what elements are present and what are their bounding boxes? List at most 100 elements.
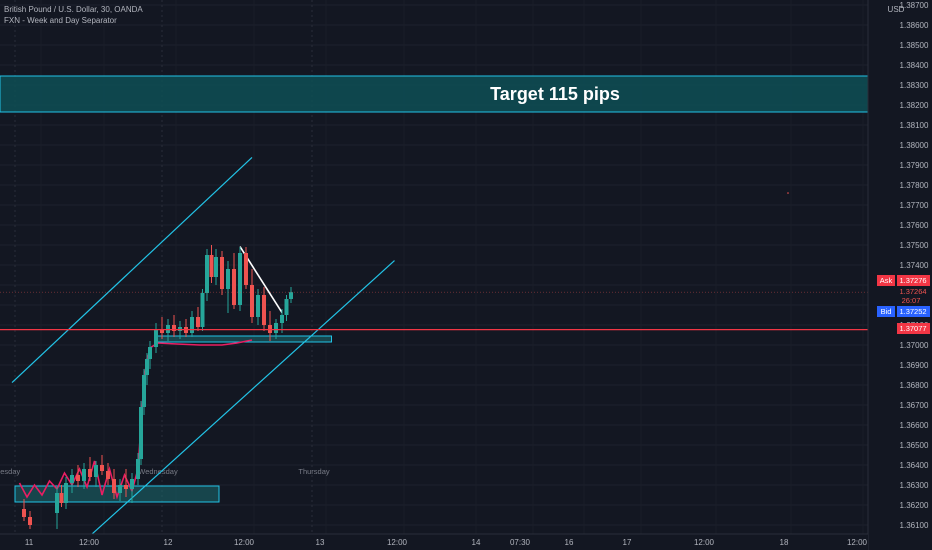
price-tick-label: 1.37700 <box>900 201 929 210</box>
candle-body <box>154 329 158 347</box>
candle-body <box>148 347 152 359</box>
candle-body <box>160 329 164 333</box>
price-tick-label: 1.36200 <box>900 501 929 510</box>
candle-body <box>100 465 104 471</box>
time-tick-label: 13 <box>316 538 325 547</box>
price-tick-label: 1.38500 <box>900 41 929 50</box>
last-price-value: 1.37264 <box>899 287 926 296</box>
price-tick-label: 1.37800 <box>900 181 929 190</box>
ask-price-box: Ask 1.37276 <box>877 275 930 286</box>
candle-body <box>136 459 140 479</box>
time-tick-label: 12:00 <box>387 538 408 547</box>
candle-body <box>82 469 86 481</box>
price-tick-label: 1.38400 <box>900 61 929 70</box>
candle-body <box>139 407 143 459</box>
channel-lower-line[interactable] <box>86 260 395 540</box>
candles <box>22 245 293 529</box>
price-tick-label: 1.37900 <box>900 161 929 170</box>
candle-body <box>214 257 218 277</box>
candle-body <box>209 255 214 277</box>
candle-body <box>145 359 149 375</box>
bar-countdown: 26:07 <box>902 296 921 305</box>
day-separator-label: Wednesday <box>138 467 178 476</box>
time-tick-label: 18 <box>780 538 789 547</box>
chart-legend[interactable]: British Pound / U.S. Dollar, 30, OANDA F… <box>4 4 143 26</box>
candle-body <box>274 323 278 333</box>
candle-body <box>205 255 209 293</box>
target-zone[interactable]: Target 115 pips <box>0 75 869 113</box>
time-tick-label: 14 <box>472 538 481 547</box>
candle-body <box>220 257 224 289</box>
target-rectangle[interactable] <box>0 75 869 113</box>
price-tick-label: 1.38200 <box>900 101 929 110</box>
time-tick-label: 07:30 <box>510 538 531 547</box>
candle-body <box>200 293 205 327</box>
indicator-title[interactable]: FXN - Week and Day Separator <box>4 16 117 25</box>
candle-body <box>70 475 74 483</box>
candle-body <box>256 295 260 317</box>
price-tick-label: 1.37500 <box>900 241 929 250</box>
price-tick-label: 1.38300 <box>900 81 929 90</box>
time-tick-label: 12:00 <box>234 538 255 547</box>
target-label: Target 115 pips <box>490 84 620 104</box>
candle-body <box>28 517 32 525</box>
candle-body <box>124 485 128 489</box>
candle-body <box>88 469 92 477</box>
price-tick-label: 1.36800 <box>900 381 929 390</box>
price-tick-label: 1.37400 <box>900 261 929 270</box>
price-tick-label: 1.36100 <box>900 521 929 530</box>
price-tick-label: 1.36700 <box>900 401 929 410</box>
candle-body <box>94 465 98 477</box>
candle-body <box>64 483 68 503</box>
candle-body <box>238 253 242 305</box>
price-tick-label: 1.38100 <box>900 121 929 130</box>
candle-body <box>232 269 236 305</box>
moving-average-line <box>18 339 253 500</box>
currency-label: USD <box>888 5 905 14</box>
candle-body <box>250 285 254 317</box>
bid-price-box: Bid 1.37252 <box>877 306 930 317</box>
time-tick-label: 12 <box>164 538 173 547</box>
day-separators: Tuesday Wednesday Thursday <box>0 0 330 534</box>
bid-value: 1.37252 <box>899 307 926 316</box>
candle-body <box>22 509 26 517</box>
candle-body <box>244 253 248 285</box>
candle-body <box>130 479 134 489</box>
day-separator-label: Tuesday <box>0 467 20 476</box>
price-tick-label: 1.37000 <box>900 341 929 350</box>
price-tick-label: 1.38700 <box>900 1 929 10</box>
candle-body <box>112 479 116 493</box>
candle-body <box>289 292 293 299</box>
ask-value: 1.37276 <box>899 276 926 285</box>
moving-average <box>18 339 253 500</box>
time-tick-label: 16 <box>565 538 574 547</box>
candle-body <box>142 375 146 407</box>
candle-body <box>59 493 64 503</box>
candle-body <box>106 471 110 479</box>
ask-tag: Ask <box>880 276 893 285</box>
time-tick-label: 12:00 <box>847 538 868 547</box>
price-tick-label: 1.37600 <box>900 221 929 230</box>
price-tick-label: 1.36300 <box>900 481 929 490</box>
price-tick-label: 1.36600 <box>900 421 929 430</box>
candle-body <box>76 475 80 481</box>
level-value: 1.37077 <box>899 324 926 333</box>
channel-upper-line[interactable] <box>11 156 253 384</box>
symbol-title[interactable]: British Pound / U.S. Dollar, 30, OANDA <box>4 5 143 14</box>
bid-tag: Bid <box>881 307 892 316</box>
price-tick-label: 1.38600 <box>900 21 929 30</box>
price-tick-label: 1.36400 <box>900 461 929 470</box>
candle-body <box>190 317 194 333</box>
time-tick-label: 11 <box>25 538 34 547</box>
drawn-lines[interactable] <box>11 156 789 540</box>
time-tick-label: 17 <box>623 538 632 547</box>
candle-body <box>118 485 122 493</box>
candle-body <box>55 493 59 513</box>
time-axis[interactable]: 11 12:00 12 12:00 13 12:00 14 07:30 16 17 12:00 18 1… <box>25 538 868 547</box>
candle-body <box>226 269 230 289</box>
marker-dot <box>787 192 789 194</box>
level-price-box: 1.37077 <box>897 323 930 334</box>
candle-body <box>196 317 200 327</box>
candle-body <box>262 295 266 325</box>
